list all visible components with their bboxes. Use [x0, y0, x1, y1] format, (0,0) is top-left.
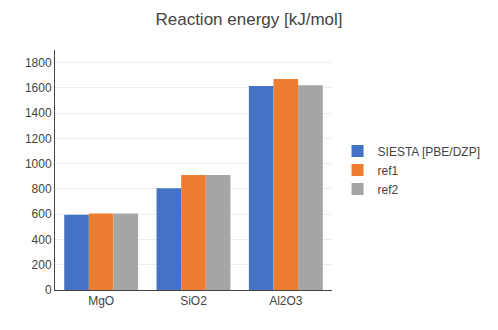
svg-text:400: 400 [32, 233, 52, 247]
svg-text:0: 0 [45, 283, 52, 297]
svg-text:Al2O3: Al2O3 [269, 294, 303, 308]
svg-text:Reaction energy [kJ/mol]: Reaction energy [kJ/mol] [155, 10, 342, 29]
svg-text:600: 600 [32, 207, 52, 221]
svg-text:1000: 1000 [25, 157, 52, 171]
svg-text:1400: 1400 [25, 106, 52, 120]
svg-text:MgO: MgO [88, 294, 114, 308]
svg-text:1600: 1600 [25, 81, 52, 95]
svg-text:200: 200 [32, 258, 52, 272]
svg-text:SIESTA [PBE/DZP]: SIESTA [PBE/DZP] [378, 145, 480, 159]
svg-text:SiO2: SiO2 [180, 294, 207, 308]
svg-text:1200: 1200 [25, 132, 52, 146]
svg-text:ref2: ref2 [378, 183, 399, 197]
svg-text:800: 800 [32, 182, 52, 196]
svg-text:1800: 1800 [25, 56, 52, 70]
svg-text:ref1: ref1 [378, 164, 399, 178]
